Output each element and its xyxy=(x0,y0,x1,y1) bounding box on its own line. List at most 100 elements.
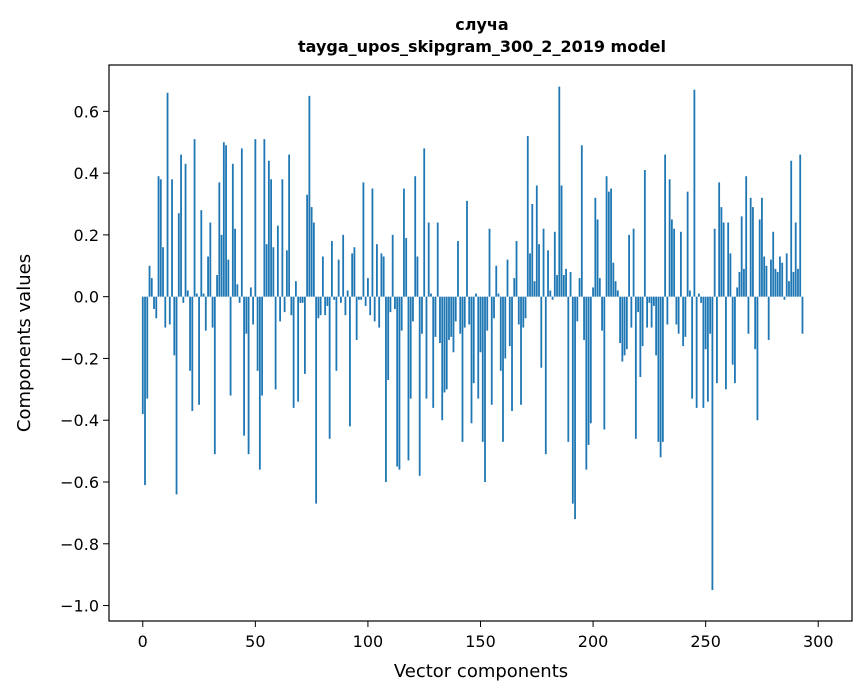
bar xyxy=(630,296,633,328)
bar xyxy=(675,296,678,325)
bar xyxy=(772,231,775,297)
bar xyxy=(648,296,651,303)
bar xyxy=(396,296,399,467)
bar xyxy=(355,296,358,340)
bar xyxy=(310,207,313,297)
bar xyxy=(412,296,414,322)
bar xyxy=(195,293,198,297)
bar xyxy=(144,296,146,486)
bar xyxy=(238,296,241,303)
bar xyxy=(623,296,626,356)
bar xyxy=(297,296,300,402)
bar xyxy=(774,268,777,297)
y-tick-label: 0.2 xyxy=(74,226,99,245)
bar xyxy=(684,296,687,337)
bar xyxy=(164,296,167,328)
bar xyxy=(461,296,464,442)
bar xyxy=(752,207,754,297)
bar xyxy=(650,296,653,328)
x-tick-label: 200 xyxy=(578,632,609,651)
bar xyxy=(328,296,331,439)
bar xyxy=(472,296,475,384)
bar xyxy=(301,296,304,303)
bar xyxy=(283,296,286,313)
bar xyxy=(734,296,736,384)
bar xyxy=(155,296,158,319)
bar xyxy=(727,222,730,297)
y-tick-label: 0.4 xyxy=(74,164,99,183)
bar xyxy=(218,182,221,297)
bar xyxy=(781,262,784,297)
bar xyxy=(391,234,394,297)
bar xyxy=(533,281,536,297)
bar xyxy=(720,207,723,297)
bar xyxy=(580,145,583,297)
y-tick-label: −0.4 xyxy=(60,411,99,430)
bar xyxy=(360,296,363,300)
bar xyxy=(756,296,759,421)
bar xyxy=(344,296,347,316)
bar xyxy=(245,296,248,334)
bar xyxy=(736,287,739,297)
bar xyxy=(463,296,466,328)
bar xyxy=(704,296,707,350)
bar xyxy=(556,275,558,297)
bar xyxy=(758,219,761,297)
bar xyxy=(258,296,261,470)
bar xyxy=(738,271,741,297)
bar xyxy=(470,296,473,424)
bar xyxy=(637,296,640,313)
bar xyxy=(529,253,531,297)
y-tick-label: −0.8 xyxy=(60,535,99,554)
bar xyxy=(279,296,282,322)
bar xyxy=(711,296,714,591)
bar xyxy=(668,179,671,297)
bar xyxy=(315,296,318,504)
bar xyxy=(749,197,752,297)
bar xyxy=(173,296,176,356)
bar xyxy=(378,296,381,328)
bar xyxy=(351,253,354,297)
bar xyxy=(754,296,757,350)
bar xyxy=(526,136,529,297)
bar xyxy=(243,296,245,436)
bar xyxy=(794,222,797,297)
bar xyxy=(560,185,563,297)
bar xyxy=(452,296,455,353)
bar xyxy=(700,296,703,303)
bar xyxy=(340,296,342,303)
y-axis-label: Components values xyxy=(14,254,35,432)
x-tick-label: 50 xyxy=(245,632,265,651)
bar xyxy=(589,296,592,424)
bar xyxy=(535,185,538,297)
bar xyxy=(639,296,642,377)
bar xyxy=(745,176,748,297)
bar xyxy=(403,188,405,297)
bar xyxy=(216,275,218,297)
bar xyxy=(722,222,725,297)
bar xyxy=(324,296,327,316)
bar xyxy=(594,197,597,297)
bar xyxy=(493,296,495,319)
bar xyxy=(254,139,257,297)
bar xyxy=(234,228,236,297)
bar xyxy=(691,296,694,399)
bar xyxy=(522,296,525,328)
bar xyxy=(578,278,581,297)
bar xyxy=(445,296,448,390)
bar xyxy=(281,179,284,297)
plot-frame xyxy=(108,64,853,622)
bar xyxy=(162,247,164,297)
y-tick-label: −1.0 xyxy=(60,597,99,616)
bar xyxy=(303,296,306,374)
bar xyxy=(677,296,680,334)
bar xyxy=(632,228,635,297)
bar xyxy=(267,160,270,297)
bar xyxy=(364,296,367,306)
bar xyxy=(770,259,772,297)
bar xyxy=(189,296,191,371)
bar xyxy=(652,296,655,306)
bar xyxy=(713,228,716,297)
bar xyxy=(326,296,329,306)
